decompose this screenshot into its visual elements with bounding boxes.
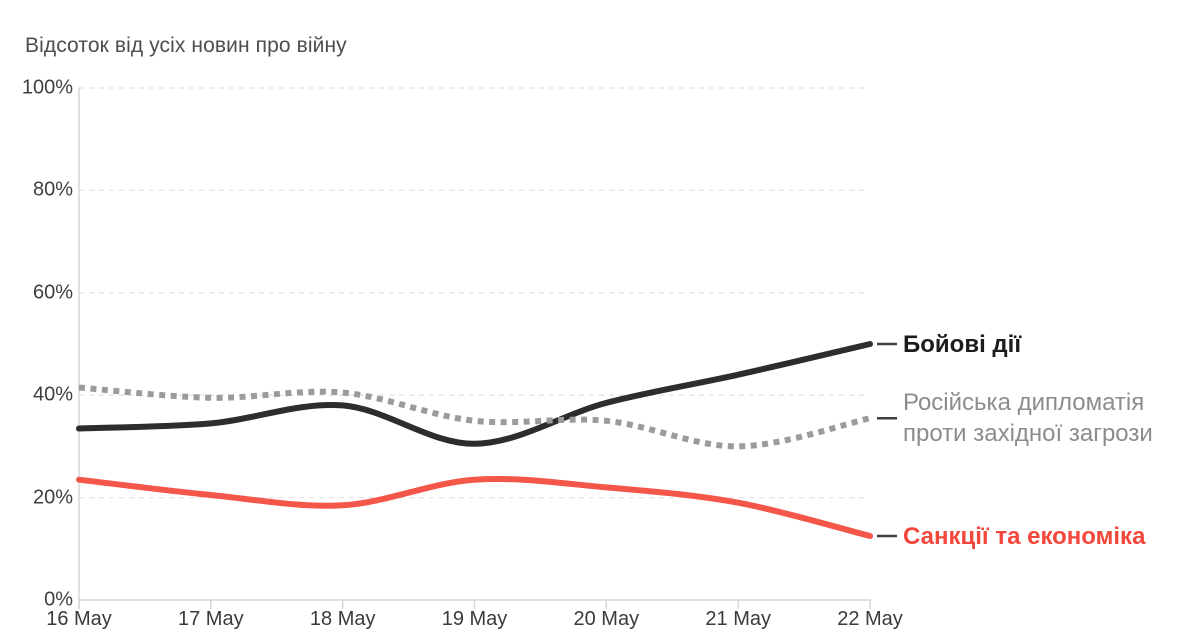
x-tick-label: 22 May xyxy=(837,608,903,630)
legend-label-text: Санкції та економіка xyxy=(903,522,1146,550)
series-line-1 xyxy=(78,384,871,450)
x-tick-label: 19 May xyxy=(441,608,508,630)
series-line-0 xyxy=(76,341,873,447)
legend-label-text: Російська дипломатія xyxy=(903,389,1145,417)
y-tick-label: 80% xyxy=(32,178,73,201)
chart-title: Відсоток від усіх новин про війну xyxy=(25,34,347,57)
series-line-2 xyxy=(76,475,873,539)
legend-label-text: проти західної загрози xyxy=(903,420,1153,448)
y-tick-label: 60% xyxy=(32,281,73,304)
x-tick-label: 17 May xyxy=(178,608,244,630)
x-tick-label: 21 May xyxy=(705,608,771,630)
x-tick-label: 18 May xyxy=(309,608,376,630)
y-tick-label: 0% xyxy=(44,588,73,611)
x-tick-label: 20 May xyxy=(573,608,640,630)
y-tick-label: 100% xyxy=(21,76,73,99)
y-tick-label: 20% xyxy=(32,486,73,509)
legend-combat-actions: Бойові дії xyxy=(903,329,1021,360)
legend-sanctions-economy: Санкції та економіка xyxy=(903,521,1145,552)
legend-label-text: Бойові дії xyxy=(903,330,1022,358)
x-tick-label: 16 May xyxy=(46,608,112,630)
y-tick-label: 40% xyxy=(32,383,73,406)
legend-russian-diplomacy: Російська дипломатія проти західної загр… xyxy=(903,387,1153,449)
